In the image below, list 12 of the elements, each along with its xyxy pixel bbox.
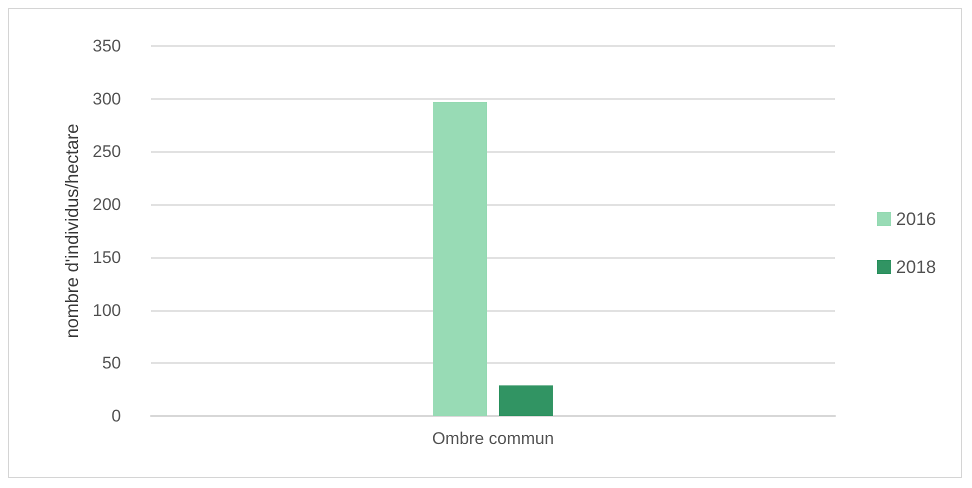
y-tick-label: 200: [92, 195, 121, 214]
x-tick-label: Ombre commun: [432, 429, 554, 448]
y-tick-label: 0: [112, 406, 121, 426]
y-tick-label: 150: [92, 248, 121, 267]
y-tick-label: 350: [92, 36, 121, 56]
y-axis-title: nombre d'individus/hectare: [62, 124, 82, 338]
y-tick-label: 50: [102, 354, 121, 373]
y-tick-label: 250: [92, 142, 121, 162]
y-tick-label: 300: [92, 89, 121, 108]
legend-label: 2016: [896, 209, 936, 229]
y-tick-label: 100: [92, 300, 121, 320]
legend-label: 2018: [896, 257, 936, 277]
